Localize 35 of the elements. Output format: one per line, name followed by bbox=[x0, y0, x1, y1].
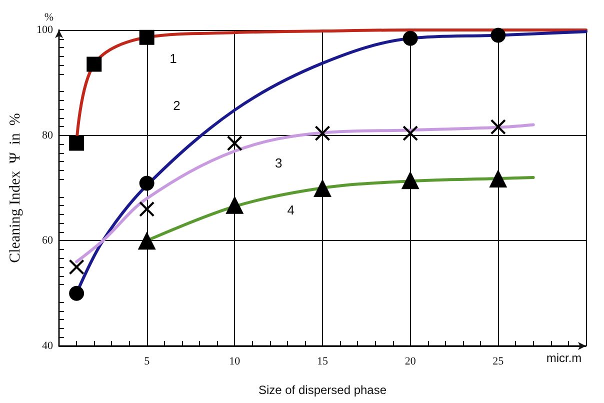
point bbox=[401, 171, 420, 190]
point bbox=[490, 119, 506, 134]
point bbox=[69, 286, 84, 301]
point bbox=[69, 136, 84, 151]
text: % bbox=[44, 12, 54, 24]
point bbox=[139, 30, 154, 45]
point bbox=[138, 232, 156, 250]
text: micr.m bbox=[546, 351, 582, 365]
y-tick-label: 60 bbox=[42, 234, 54, 247]
y-tick-label: 40 bbox=[42, 340, 54, 352]
annotation: 3 bbox=[274, 156, 282, 171]
point bbox=[314, 179, 332, 197]
point bbox=[227, 136, 242, 151]
annotation: 1 bbox=[170, 50, 177, 66]
point bbox=[226, 196, 244, 214]
point bbox=[69, 260, 84, 274]
point bbox=[139, 176, 154, 191]
point bbox=[402, 30, 418, 46]
annotation: 4 bbox=[287, 202, 294, 218]
point bbox=[86, 56, 102, 72]
y-axis-title: Cleaning Index Ψ in % bbox=[8, 113, 24, 263]
point bbox=[489, 170, 508, 188]
x-tick-label: 5 bbox=[144, 356, 150, 368]
point bbox=[402, 126, 418, 141]
y-tick-label: 100 bbox=[36, 24, 54, 36]
x-tick-label: 25 bbox=[492, 356, 504, 368]
x-axis-title: Size of dispersed phase bbox=[258, 383, 387, 397]
y-tick-label: 80 bbox=[42, 129, 54, 142]
point bbox=[490, 28, 506, 43]
x-tick-label: 15 bbox=[317, 356, 328, 368]
point bbox=[139, 202, 154, 217]
x-tick-label: 20 bbox=[404, 356, 416, 368]
x-tick-label: 10 bbox=[229, 356, 241, 368]
point bbox=[315, 126, 330, 141]
annotation: 2 bbox=[173, 98, 180, 113]
